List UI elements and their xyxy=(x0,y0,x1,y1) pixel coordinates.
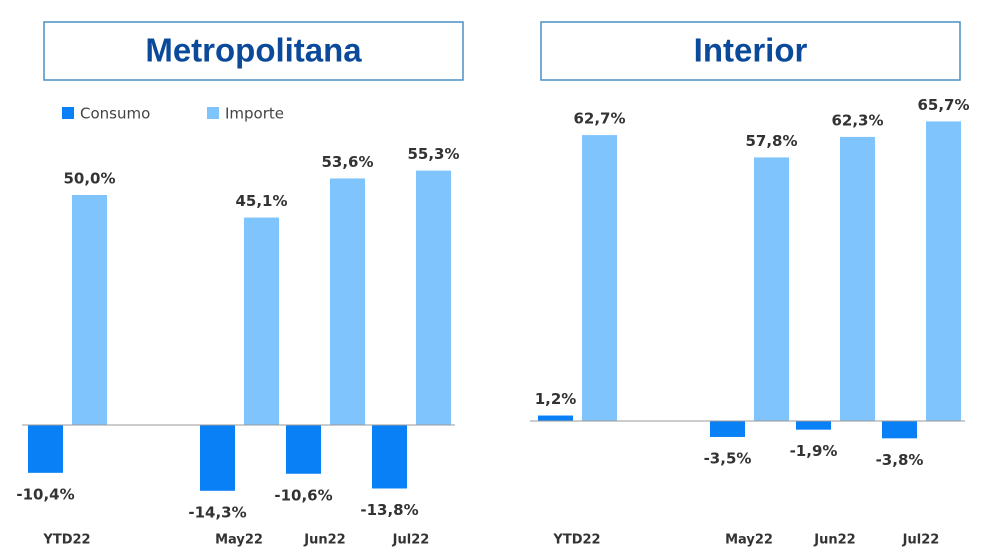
value-label: 57,8% xyxy=(745,132,797,150)
x-tick-label: YTD22 xyxy=(42,533,90,548)
bar xyxy=(330,178,365,425)
bar xyxy=(710,421,745,437)
value-label: 1,2% xyxy=(535,390,577,408)
chart-title: Interior xyxy=(694,32,808,69)
x-tick-label: YTD22 xyxy=(552,533,600,548)
bar xyxy=(244,217,279,425)
title-box xyxy=(43,21,464,81)
x-tick-label: Jun22 xyxy=(303,533,345,548)
bar xyxy=(72,195,107,425)
bar xyxy=(754,157,789,421)
bar xyxy=(926,121,961,422)
x-tick-label: Jul22 xyxy=(392,533,430,548)
bar xyxy=(28,425,63,473)
value-label: -3,5% xyxy=(704,449,752,467)
legend-swatch xyxy=(62,107,74,119)
bar xyxy=(286,425,321,474)
value-label: -3,8% xyxy=(876,451,924,469)
value-label: 65,7% xyxy=(917,96,969,114)
bar xyxy=(416,170,451,425)
value-label: 62,7% xyxy=(573,110,625,128)
value-label: -1,9% xyxy=(790,442,838,460)
bar xyxy=(840,136,875,422)
x-tick-label: May22 xyxy=(725,533,773,548)
value-label: 45,1% xyxy=(235,192,287,210)
bar xyxy=(882,421,917,439)
bar xyxy=(200,425,235,491)
bar xyxy=(796,421,831,430)
x-tick-label: May22 xyxy=(215,533,263,548)
value-label: -10,6% xyxy=(274,486,332,504)
bar xyxy=(582,135,617,421)
value-label: 55,3% xyxy=(407,145,459,163)
chart-title: Metropolitana xyxy=(145,32,362,69)
title-box xyxy=(540,21,961,81)
bar xyxy=(372,425,407,489)
legend-swatch xyxy=(207,107,219,119)
value-label: 53,6% xyxy=(321,153,373,171)
x-tick-label: Jun22 xyxy=(813,533,855,548)
x-tick-label: Jul22 xyxy=(902,533,940,548)
bar xyxy=(538,415,573,421)
legend-label: Consumo xyxy=(80,105,150,123)
value-label: 62,3% xyxy=(831,111,883,129)
legend-label: Importe xyxy=(225,105,284,123)
value-label: 50,0% xyxy=(63,170,115,188)
value-label: -13,8% xyxy=(360,501,418,519)
value-label: -14,3% xyxy=(188,503,246,521)
value-label: -10,4% xyxy=(16,485,74,503)
